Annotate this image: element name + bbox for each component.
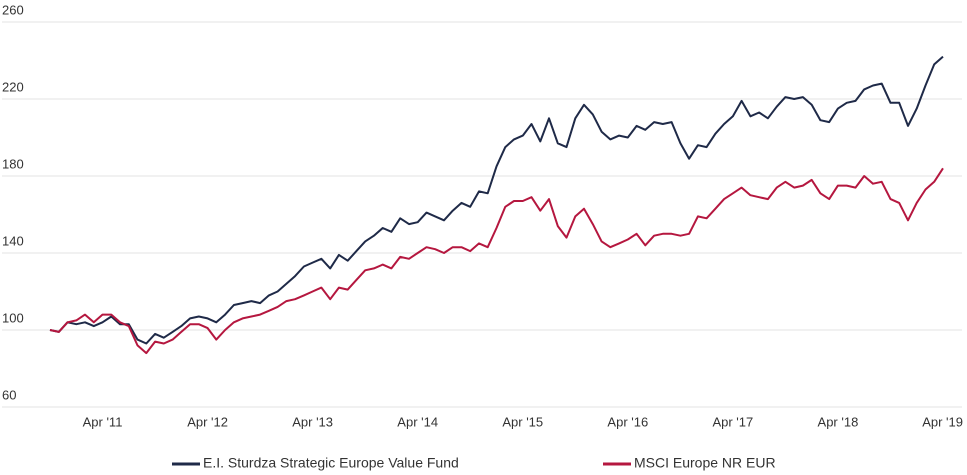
x-tick-label: Apr '13 — [292, 414, 333, 429]
legend-label: E.I. Sturdza Strategic Europe Value Fund — [203, 455, 459, 471]
y-tick-label: 260 — [2, 2, 24, 17]
legend-label: MSCI Europe NR EUR — [634, 455, 776, 471]
x-tick-label: Apr '19 — [922, 414, 963, 429]
y-tick-label: 220 — [2, 79, 24, 94]
y-tick-label: 140 — [2, 233, 24, 248]
x-tick-label: Apr '18 — [818, 414, 859, 429]
x-tick-label: Apr '11 — [83, 414, 123, 429]
y-tick-label: 100 — [2, 310, 24, 325]
x-tick-label: Apr '15 — [502, 414, 543, 429]
x-tick-label: Apr '14 — [397, 414, 438, 429]
series-line — [49, 167, 944, 355]
x-tick-label: Apr '17 — [712, 414, 753, 429]
x-tick-label: Apr '12 — [187, 414, 228, 429]
y-tick-label: 180 — [2, 156, 24, 171]
y-tick-label: 60 — [2, 387, 16, 402]
x-tick-label: Apr '16 — [607, 414, 648, 429]
series-line — [49, 55, 944, 345]
